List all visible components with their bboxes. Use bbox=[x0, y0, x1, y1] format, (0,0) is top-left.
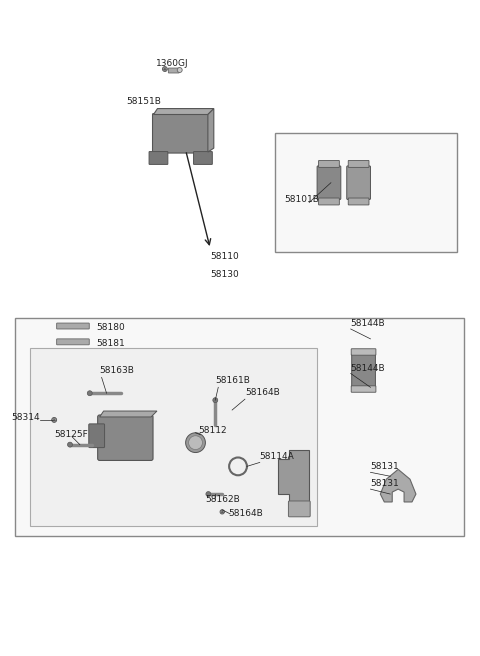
Circle shape bbox=[206, 491, 211, 497]
FancyBboxPatch shape bbox=[89, 424, 105, 447]
Text: 58131: 58131 bbox=[371, 462, 399, 472]
Text: 58151B: 58151B bbox=[126, 96, 161, 106]
Text: 58130: 58130 bbox=[210, 270, 239, 279]
Circle shape bbox=[177, 68, 182, 73]
FancyBboxPatch shape bbox=[168, 68, 179, 73]
Text: 58162B: 58162B bbox=[205, 495, 240, 504]
Text: 58131: 58131 bbox=[371, 479, 399, 488]
Text: 58164B: 58164B bbox=[228, 509, 263, 518]
Polygon shape bbox=[380, 469, 416, 502]
Circle shape bbox=[189, 436, 203, 449]
Text: 58164B: 58164B bbox=[245, 388, 280, 398]
Text: 58114A: 58114A bbox=[260, 453, 295, 461]
FancyBboxPatch shape bbox=[348, 161, 369, 167]
FancyBboxPatch shape bbox=[153, 113, 209, 153]
Bar bbox=[14, 318, 464, 535]
Text: 1360GJ: 1360GJ bbox=[156, 59, 189, 68]
Circle shape bbox=[213, 398, 218, 403]
FancyBboxPatch shape bbox=[57, 323, 89, 329]
Polygon shape bbox=[277, 449, 309, 504]
Circle shape bbox=[186, 433, 205, 453]
Text: 58181: 58181 bbox=[96, 338, 125, 348]
Bar bbox=[275, 133, 457, 252]
FancyBboxPatch shape bbox=[193, 152, 212, 165]
Text: 58161B: 58161B bbox=[216, 377, 250, 385]
FancyBboxPatch shape bbox=[288, 501, 310, 517]
FancyBboxPatch shape bbox=[352, 354, 375, 387]
Text: 58112: 58112 bbox=[199, 426, 227, 435]
Text: 58144B: 58144B bbox=[351, 319, 385, 328]
FancyBboxPatch shape bbox=[351, 349, 376, 355]
Circle shape bbox=[87, 391, 92, 396]
FancyBboxPatch shape bbox=[149, 152, 168, 165]
FancyBboxPatch shape bbox=[319, 161, 339, 167]
FancyBboxPatch shape bbox=[97, 415, 153, 461]
FancyBboxPatch shape bbox=[351, 386, 376, 392]
Polygon shape bbox=[100, 411, 157, 417]
Polygon shape bbox=[208, 109, 214, 152]
Text: 58163B: 58163B bbox=[100, 367, 134, 375]
FancyBboxPatch shape bbox=[57, 339, 89, 345]
Text: 58314: 58314 bbox=[12, 413, 40, 422]
Text: 58144B: 58144B bbox=[351, 363, 385, 373]
Circle shape bbox=[162, 66, 168, 72]
Bar bbox=[30, 348, 317, 525]
Text: 58180: 58180 bbox=[96, 323, 125, 332]
Circle shape bbox=[52, 417, 57, 422]
Text: 58125F: 58125F bbox=[54, 430, 88, 439]
FancyBboxPatch shape bbox=[317, 166, 341, 199]
Circle shape bbox=[220, 510, 224, 514]
FancyBboxPatch shape bbox=[319, 198, 339, 205]
Text: 58110: 58110 bbox=[210, 252, 239, 261]
FancyBboxPatch shape bbox=[348, 198, 369, 205]
Circle shape bbox=[68, 442, 72, 447]
Polygon shape bbox=[154, 109, 214, 115]
Text: 58101B: 58101B bbox=[285, 195, 319, 205]
FancyBboxPatch shape bbox=[347, 166, 371, 199]
